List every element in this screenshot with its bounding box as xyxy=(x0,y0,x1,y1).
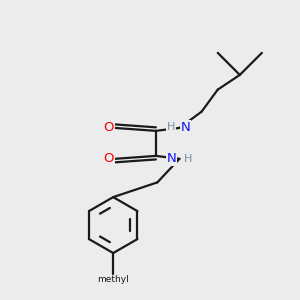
Text: H: H xyxy=(184,154,192,164)
Text: N: N xyxy=(167,152,176,165)
Text: O: O xyxy=(103,122,114,134)
Text: H: H xyxy=(167,122,175,132)
Text: N: N xyxy=(181,121,191,134)
Text: O: O xyxy=(103,152,114,165)
Text: methyl: methyl xyxy=(97,275,129,284)
